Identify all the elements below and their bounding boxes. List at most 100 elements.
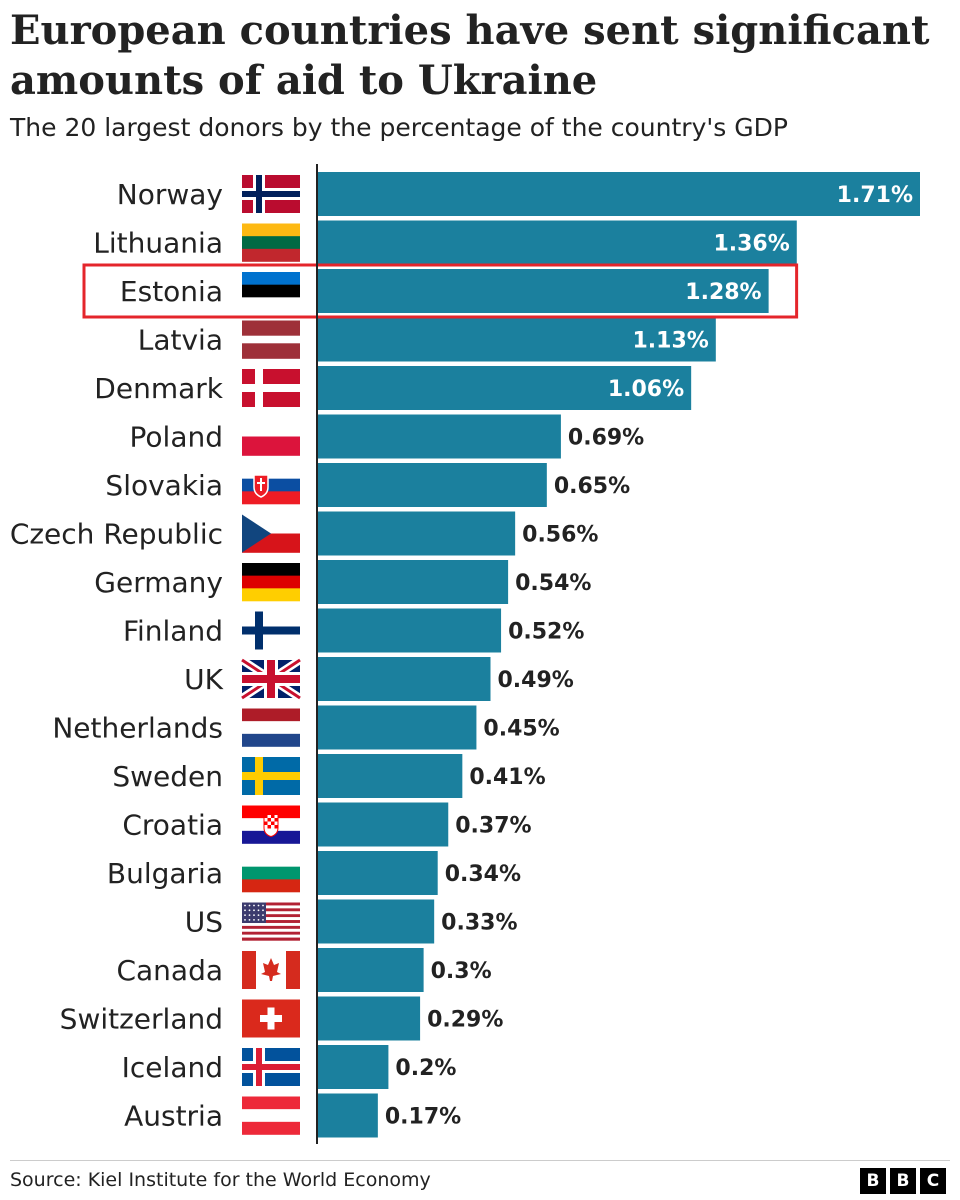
bar [318,172,920,216]
category-label: Slovakia [105,469,223,502]
value-label: 0.34% [445,862,521,887]
value-label: 0.17% [385,1105,461,1130]
estonia-flag-icon [242,272,300,311]
bar-row: Bulgaria 0.34% [107,851,521,895]
bar [318,269,769,313]
category-label: Czech Republic [10,518,223,551]
bar-row: Denmark 1.06% [94,366,692,410]
category-label: Estonia [120,275,223,308]
norway-flag-icon [242,175,300,213]
bar-row: Netherlands 0.45% [52,705,560,750]
value-label: 0.29% [427,1008,503,1033]
finland-flag-icon [242,611,300,650]
bar [318,511,516,556]
category-label: Norway [117,178,223,211]
category-label: Poland [130,421,223,454]
bar [318,366,692,410]
bar [318,220,797,265]
value-label: 0.45% [483,717,559,742]
bar [318,802,449,847]
germany-flag-icon [242,563,300,602]
value-label: 1.36% [713,232,789,257]
highlight-box [82,263,799,319]
austria-flag-icon [242,1096,300,1135]
bar-row: Latvia 1.13% [138,317,716,362]
category-label: Denmark [94,372,223,405]
czech-republic-flag-icon [242,514,300,553]
logo-letter: C [920,1168,946,1194]
value-label: 0.2% [395,1056,456,1081]
bar [318,754,463,798]
value-label: 0.69% [568,426,644,451]
croatia-flag-icon [242,805,300,844]
value-label: 0.33% [441,911,517,936]
bar [318,851,438,895]
category-label: Austria [124,1100,223,1133]
value-label: 0.41% [469,765,545,790]
bar [318,996,421,1041]
bar-row: Iceland 0.2% [122,1045,456,1089]
category-label: Latvia [138,324,223,357]
denmark-flag-icon [242,369,300,407]
bar-row: Slovakia 0.65% [105,463,630,507]
logo-letter: B [890,1168,916,1194]
bulgaria-flag-icon [242,854,300,893]
bar [318,560,509,604]
category-label: US [185,906,223,939]
poland-flag-icon [242,417,300,456]
category-label: Switzerland [60,1003,223,1036]
sweden-flag-icon [242,757,300,795]
bar-row: Finland 0.52% [123,608,584,653]
chart-subtitle: The 20 largest donors by the percentage … [10,113,788,142]
bar [318,414,561,459]
bar-row: Germany 0.54% [94,560,591,604]
uk-flag-icon [239,656,303,702]
bar-row: Canada 0.3% [116,948,492,992]
category-label: Finland [123,615,223,648]
bar [318,1045,389,1089]
logo-letter: B [860,1168,886,1194]
category-label: Lithuania [93,227,223,260]
bar [318,948,424,992]
bar-row: UK 0.49% [184,656,574,702]
iceland-flag-icon [242,1048,300,1086]
bar [318,608,502,653]
value-label: 1.28% [685,280,761,305]
category-label: Netherlands [52,712,223,745]
bar-row: Croatia 0.37% [122,802,532,847]
category-label: UK [184,663,223,696]
category-label: Canada [116,954,223,987]
us-flag-icon [242,902,300,941]
value-label: 0.3% [431,959,492,984]
lithuania-flag-icon [242,223,300,262]
latvia-flag-icon [242,320,300,359]
bar-row: Switzerland 0.29% [60,996,503,1041]
category-label: Iceland [122,1051,223,1084]
value-label: 0.49% [498,668,574,693]
chart-title: European countries have sent significant… [10,7,930,104]
switzerland-flag-icon [242,999,300,1038]
footer-divider [10,1160,950,1161]
bar [318,463,547,507]
bar-row: Norway 1.71% [117,172,920,216]
category-label: Sweden [112,760,223,793]
value-label: 1.71% [837,183,913,208]
bar [318,899,435,944]
bar [318,705,477,750]
value-label: 0.56% [522,523,598,548]
bar-row: Estonia 1.28% [120,269,769,313]
bar-row: US 0.33% [185,899,518,944]
bar [318,1093,378,1138]
category-label: Germany [94,566,223,599]
source-note: Source: Kiel Institute for the World Eco… [10,1169,431,1191]
value-label: 0.52% [508,620,584,645]
bar-row: Sweden 0.41% [112,754,546,798]
category-label: Croatia [122,809,223,842]
bar-chart: Norway 1.71% Lithuania 1.36% Estonia 1.28% Lat… [10,164,920,1144]
value-label: 0.54% [515,571,591,596]
canada-flag-icon [242,951,300,989]
bar-row: Austria 0.17% [124,1093,461,1138]
value-label: 0.37% [455,814,531,839]
netherlands-flag-icon [242,708,300,747]
bar [318,317,716,362]
